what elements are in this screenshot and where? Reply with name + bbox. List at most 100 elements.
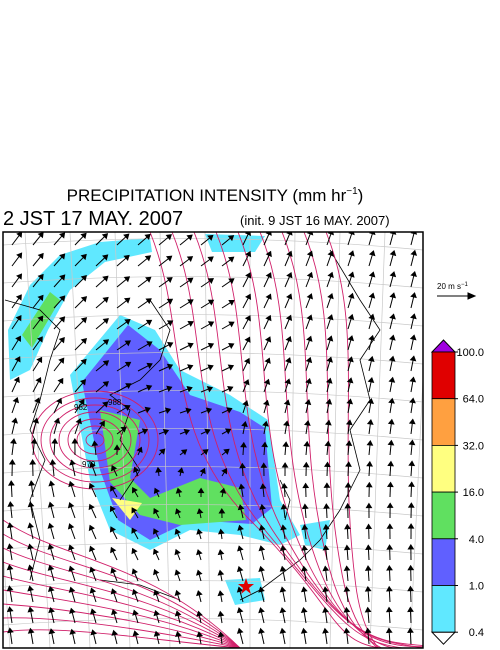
wind-arrow-head <box>197 487 205 494</box>
wind-arrow-head <box>279 545 287 552</box>
wind-arrow-head <box>7 501 15 507</box>
wind-arrow-head <box>153 610 161 617</box>
colorbar-under <box>430 631 457 645</box>
wind-arrow-head <box>221 468 228 475</box>
colorbar-segment <box>431 491 456 540</box>
wind-arrow-head <box>282 441 290 447</box>
isobar <box>31 390 159 490</box>
wind-arrow-head <box>344 482 352 488</box>
wind-arrow-head <box>347 292 355 299</box>
wind-arrow-head <box>131 507 138 514</box>
wind-arrow-head <box>145 298 152 305</box>
wind-arrow-head <box>306 314 313 321</box>
wind-arrow-head <box>368 250 376 257</box>
wind-arrow-head <box>264 357 271 364</box>
wind-arrow-head <box>304 419 311 426</box>
title: PRECIPITATION INTENSITY (mm hr−1) <box>67 186 364 205</box>
wind-arrow-head <box>123 233 130 240</box>
wind-arrow-head <box>67 523 75 530</box>
wind-arrow-head <box>258 586 265 593</box>
wind-arrow-head <box>343 544 351 551</box>
wind-arrow-head <box>109 526 116 533</box>
wind-arrow-head <box>88 545 96 552</box>
wind-arrow-head <box>174 508 182 515</box>
wind-arrow-head <box>207 342 215 349</box>
wind-arrow-head <box>177 467 185 474</box>
wind-arrow-head <box>174 589 182 597</box>
wind-arrow-head <box>180 449 188 456</box>
reference-label: 20 m s−1 <box>437 282 469 291</box>
isobar-label: 979 <box>82 460 96 469</box>
wind-arrow-head <box>386 502 394 508</box>
wind-arrow-head <box>407 564 415 571</box>
wind-arrow-head <box>14 356 21 363</box>
isobar <box>3 533 241 648</box>
wind-arrow-head <box>109 505 116 513</box>
wind-arrow-head <box>261 441 269 448</box>
wind-arrow-head <box>305 356 313 364</box>
wind-arrow-head <box>364 627 372 634</box>
wind-arrow-head <box>132 609 139 616</box>
meridian <box>409 370 423 648</box>
wind-arrow-head <box>344 523 351 530</box>
wind-arrow-head <box>132 630 140 637</box>
wind-arrow-head <box>166 298 174 305</box>
wind-arrow-head <box>244 315 251 322</box>
wind-arrow-head <box>343 565 351 572</box>
wind-arrow-head <box>59 274 66 281</box>
wind-arrow-head <box>226 407 233 414</box>
wind-arrow-head <box>306 271 314 279</box>
reference-arrow <box>437 292 477 300</box>
wind-arrow-head <box>322 586 330 593</box>
valid-time: 2 JST 17 MAY. 2007 <box>3 208 183 230</box>
wind-arrow-head <box>174 528 181 535</box>
wind-arrow-head <box>47 501 55 508</box>
wind-arrow-head <box>68 586 76 593</box>
wind-arrow-head <box>301 503 309 510</box>
wind-arrow-head <box>6 585 14 592</box>
wind-arrow-head <box>51 438 59 444</box>
wind-arrow-head <box>263 378 271 385</box>
reference-sup: −1 <box>461 282 469 288</box>
wind-arrow-head <box>145 384 153 391</box>
wind-arrow-head <box>102 296 109 304</box>
wind-arrow-head <box>30 438 38 444</box>
wind-arrow-head <box>217 610 225 617</box>
wind-arrow-head <box>265 250 272 258</box>
wind-arrow-head <box>306 335 313 342</box>
wind-arrow-head <box>88 482 95 490</box>
wind-arrow-head <box>241 421 248 428</box>
wind-arrow-head <box>389 249 397 257</box>
colorbar-tick-label: 4.0 <box>469 534 484 546</box>
wind-arrow-head <box>347 356 354 363</box>
isobar <box>3 617 241 648</box>
wind-arrow-head <box>389 271 397 278</box>
parallel <box>3 542 423 555</box>
wind-arrow-head <box>409 355 417 362</box>
isobar <box>303 232 379 648</box>
wind-arrow-head <box>244 232 252 237</box>
parallel <box>3 466 423 479</box>
wind-arrow-head <box>265 293 272 300</box>
wind-arrow-head <box>368 313 376 320</box>
wind-arrow-head <box>102 360 110 367</box>
wind-arrow-head <box>27 543 34 550</box>
wind-arrow-head <box>279 607 287 614</box>
isobar-label: 988 <box>108 398 122 407</box>
wind-arrow-head <box>102 401 109 408</box>
wind-arrow-head <box>55 397 63 405</box>
location-marker <box>238 578 254 594</box>
wind-arrow-head <box>7 627 14 634</box>
wind-arrow-head <box>185 407 192 415</box>
wind-arrow-head <box>364 585 372 592</box>
wind-arrow-head <box>37 273 44 281</box>
wind-arrow-head <box>68 480 75 488</box>
wind-arrow-head <box>146 341 153 348</box>
wind-arrow-head <box>205 407 213 414</box>
wind-arrow-head <box>8 480 15 486</box>
wind-arrow-head <box>80 296 88 303</box>
wind-arrow-head <box>80 358 87 366</box>
wind-arrow-head <box>37 294 44 302</box>
wind-arrow-head <box>258 565 265 572</box>
